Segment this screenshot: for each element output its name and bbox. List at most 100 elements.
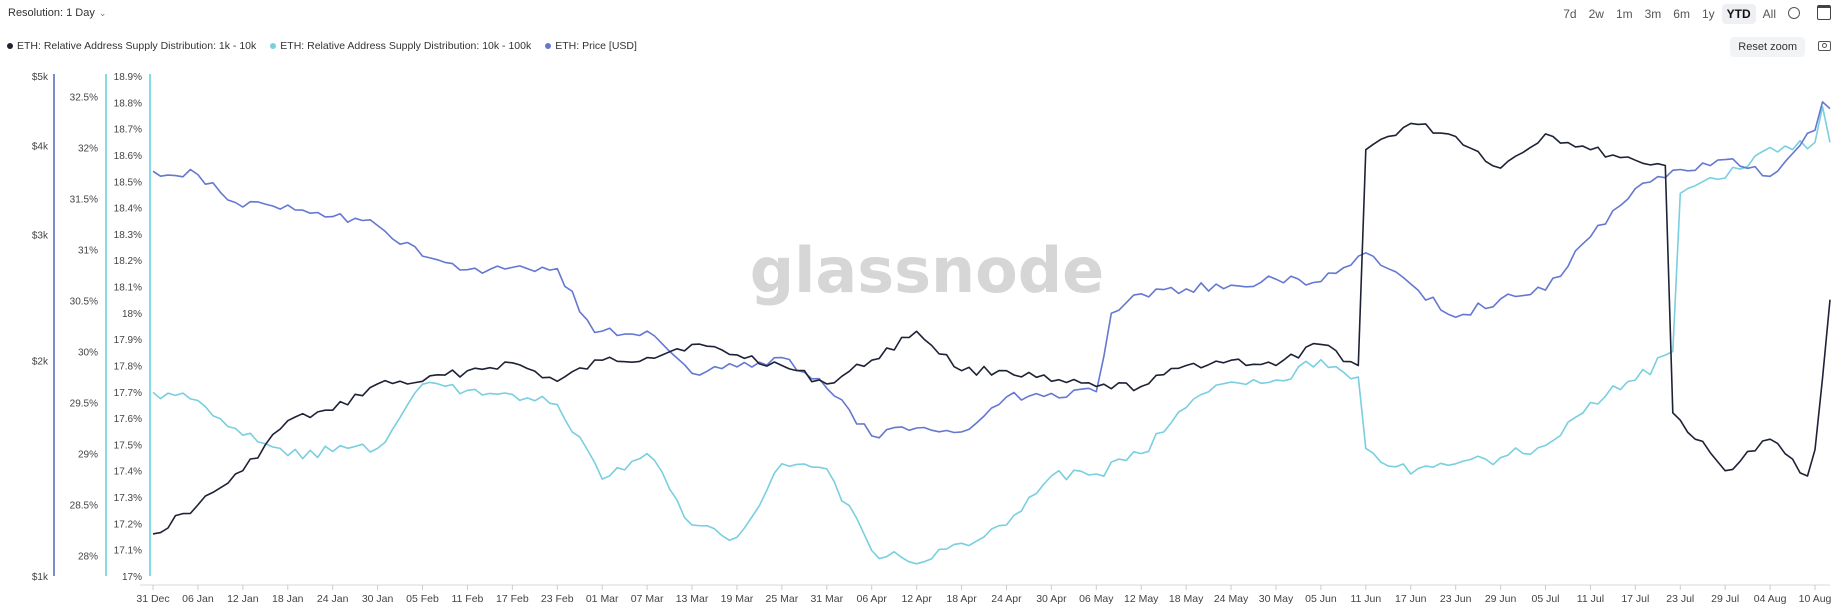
axes: $1k $2k $3k $4k $5k 28% 28.5% 29% 29.5% 30% 30.5% 3…: [32, 72, 1830, 586]
x-tick-label: 13 Mar: [676, 593, 709, 605]
y-tick-price: $4k: [32, 141, 49, 152]
y-tick-1k-10k: 17.7%: [114, 388, 142, 399]
legend-dot-1k-10k: [7, 43, 13, 49]
y-tick-10k-100k: 31%: [78, 245, 98, 256]
range-selector: 7d 2w 1m 3m 6m 1y YTD All: [1558, 3, 1805, 24]
legend-label-1k-10k: ETH: Relative Address Supply Distributio…: [17, 40, 257, 52]
x-tick-label: 19 Mar: [721, 593, 754, 605]
zoom-select-button[interactable]: [1783, 3, 1805, 24]
y-tick-1k-10k: 17%: [122, 572, 142, 583]
series-lines: [152, 101, 1831, 565]
series-line-10k-100k: [152, 105, 1831, 565]
range-3m-button[interactable]: 3m: [1644, 6, 1662, 21]
x-tick-label: 24 Jan: [317, 593, 349, 605]
range-1y-button[interactable]: 1y: [1701, 6, 1715, 21]
y-tick-10k-100k: 28%: [78, 552, 98, 563]
y-tick-10k-100k: 28.5%: [70, 501, 98, 512]
x-axis: 31 Dec 06 Jan 12 Jan 18 Jan 24 Jan 30 Jan 05 F…: [136, 585, 1832, 605]
y-tick-1k-10k: 18.5%: [114, 177, 142, 188]
range-6m-button[interactable]: 6m: [1673, 6, 1690, 21]
y-tick-1k-10k: 18.1%: [114, 283, 142, 294]
y-tick-price: $5k: [32, 72, 49, 83]
y-tick-10k-100k: 32%: [78, 143, 98, 154]
x-tick-label: 06 Jan: [182, 593, 214, 605]
x-tick-label: 05 Feb: [406, 593, 439, 605]
x-tick-label: 31 Mar: [810, 593, 843, 605]
y-tick-10k-100k: 29%: [78, 450, 98, 461]
x-tick-label: 18 May: [1169, 593, 1204, 605]
x-tick-label: 18 Apr: [946, 593, 977, 605]
y-tick-price: $3k: [32, 231, 49, 242]
legend: ETH: Relative Address Supply Distributio…: [7, 40, 637, 52]
y-tick-10k-100k: 31.5%: [70, 194, 98, 205]
x-tick-label: 23 Jun: [1440, 593, 1472, 605]
x-tick-label: 29 Jul: [1711, 593, 1739, 605]
y-tick-10k-100k: 29.5%: [70, 399, 98, 410]
x-tick-label: 06 May: [1079, 593, 1114, 605]
y-tick-1k-10k: 17.1%: [114, 546, 142, 557]
legend-dot-10k-100k: [270, 43, 277, 49]
x-tick-label: 01 Mar: [586, 593, 619, 605]
range-2w-button[interactable]: 2w: [1588, 6, 1604, 21]
y-tick-1k-10k: 17.6%: [114, 414, 142, 425]
x-tick-label: 05 Jun: [1305, 593, 1337, 605]
y-tick-1k-10k: 18.9%: [114, 72, 142, 83]
toolbar: Resolution: 1 Day ⌄ 7d 2w 1m 3m 6m 1y YTD…: [0, 0, 1843, 30]
zoom-icon: [1788, 7, 1800, 19]
x-tick-label: 12 Jan: [227, 593, 259, 605]
legend-label-10k-100k: ETH: Relative Address Supply Distributio…: [280, 40, 532, 52]
y-tick-1k-10k: 17.5%: [114, 440, 142, 451]
y-tick-1k-10k: 18.3%: [114, 230, 142, 241]
x-tick-label: 06 Apr: [857, 593, 888, 605]
y-tick-1k-10k: 18%: [122, 309, 142, 320]
x-tick-label: 24 May: [1214, 593, 1249, 605]
resolution-dropdown[interactable]: Resolution: 1 Day ⌄: [8, 7, 106, 19]
x-tick-label: 18 Jan: [272, 593, 304, 605]
series-line-price: [152, 101, 1831, 439]
camera-icon[interactable]: [1818, 41, 1831, 51]
y-tick-1k-10k: 17.9%: [114, 335, 142, 346]
x-tick-label: 04 Aug: [1754, 593, 1787, 605]
x-tick-label: 10 Aug: [1799, 593, 1832, 605]
x-tick-label: 30 Jan: [362, 593, 394, 605]
x-tick-label: 11 Jul: [1577, 593, 1604, 605]
x-tick-label: 17 Feb: [496, 593, 529, 605]
y-tick-price: $2k: [32, 357, 49, 368]
range-1m-button[interactable]: 1m: [1615, 6, 1633, 21]
y-tick-10k-100k: 30.5%: [70, 296, 98, 307]
y-tick-1k-10k: 18.8%: [114, 98, 142, 109]
range-ytd-button[interactable]: YTD: [1721, 3, 1756, 24]
y-tick-10k-100k: 32.5%: [70, 92, 98, 103]
watermark: glassnode: [750, 234, 1104, 307]
calendar-icon[interactable]: [1817, 5, 1831, 20]
x-tick-label: 24 Apr: [991, 593, 1022, 605]
range-7d-button[interactable]: 7d: [1563, 6, 1577, 21]
range-all-button[interactable]: All: [1762, 6, 1776, 21]
x-tick-label: 30 May: [1259, 593, 1294, 605]
x-tick-label: 05 Jul: [1531, 593, 1559, 605]
x-tick-label: 11 Jun: [1350, 593, 1381, 605]
y-tick-1k-10k: 17.8%: [114, 361, 142, 372]
x-tick-label: 17 Jul: [1621, 593, 1649, 605]
chevron-down-icon: ⌄: [98, 8, 107, 18]
x-tick-label: 11 Feb: [451, 593, 483, 605]
x-tick-label: 31 Dec: [136, 593, 169, 605]
legend-item-price[interactable]: ETH: Price [USD]: [545, 40, 637, 52]
legend-item-10k-100k[interactable]: ETH: Relative Address Supply Distributio…: [270, 40, 531, 52]
resolution-label: Resolution: 1 Day: [8, 7, 95, 19]
x-tick-label: 30 Apr: [1036, 593, 1067, 605]
legend-item-1k-10k[interactable]: ETH: Relative Address Supply Distributio…: [7, 40, 256, 52]
reset-zoom-button[interactable]: Reset zoom: [1730, 37, 1805, 57]
x-tick-label: 17 Jun: [1395, 593, 1427, 605]
y-tick-1k-10k: 18.7%: [114, 125, 142, 136]
series-line-1k-10k: [152, 122, 1831, 535]
y-tick-10k-100k: 30%: [78, 348, 98, 359]
y-tick-1k-10k: 17.2%: [114, 519, 142, 530]
y-tick-1k-10k: 18.4%: [114, 204, 142, 215]
x-tick-label: 12 Apr: [901, 593, 932, 605]
x-tick-label: 23 Jul: [1666, 593, 1694, 605]
y-tick-price: $1k: [32, 572, 49, 583]
x-tick-label: 29 Jun: [1485, 593, 1517, 605]
legend-dot-price: [545, 43, 552, 49]
